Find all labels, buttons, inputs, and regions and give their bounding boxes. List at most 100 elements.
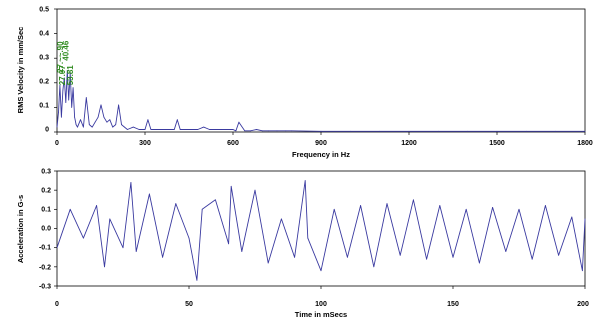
waveform-line-point xyxy=(571,216,573,218)
waveform-line-point xyxy=(96,205,97,206)
waveform-y-tick: 0.2 xyxy=(41,188,51,195)
spectrum-line-point xyxy=(467,130,469,132)
waveform-line-point xyxy=(531,258,533,260)
spectrum-line-point xyxy=(179,129,181,130)
spectrum-line-point xyxy=(109,119,111,121)
spectrum-x-axis-label: Frequency in Hz xyxy=(292,150,350,159)
waveform-line-point xyxy=(304,180,306,182)
spectrum-line-point xyxy=(106,121,108,123)
waveform-line-point xyxy=(492,207,493,208)
peak-annotation: 53.81 xyxy=(66,65,75,86)
waveform-y-tick: 0.0 xyxy=(41,226,51,233)
waveform-line-point xyxy=(558,254,559,256)
spectrum-line-point xyxy=(71,107,73,108)
waveform-line-point xyxy=(505,251,507,252)
spectrum-line-point xyxy=(138,129,140,130)
spectrum-line xyxy=(56,70,585,132)
spectrum-line-point xyxy=(191,129,193,130)
spectrum-line-point xyxy=(88,124,90,125)
spectrum-line-point xyxy=(69,72,71,74)
spectrum-chart: 0.5 0.4 0.3 0.2 0.1 0 0 300 600 900 1200… xyxy=(16,7,593,160)
spectrum-line-point xyxy=(75,124,77,125)
waveform-line-point xyxy=(104,266,105,268)
spectrum-line-point xyxy=(408,130,410,132)
waveform-line-point xyxy=(109,218,111,220)
spectrum-plot-area xyxy=(56,8,586,133)
waveform-line-point xyxy=(518,208,520,210)
waveform-line-point xyxy=(241,251,243,252)
spectrum-y-tick: 0.4 xyxy=(39,31,49,38)
spectrum-line-point xyxy=(124,126,125,128)
spectrum-line-point xyxy=(209,129,210,130)
peak-annotation: 27.~~.90 xyxy=(56,41,65,73)
waveform-y-tick: -0.1 xyxy=(39,245,51,252)
spectrum-line-point xyxy=(66,70,68,71)
spectrum-line-point xyxy=(285,130,287,132)
spectrum-line-point xyxy=(555,130,557,132)
spectrum-line-point xyxy=(320,130,322,132)
spectrum-x-tick: 1800 xyxy=(577,140,593,147)
spectrum-line-point xyxy=(112,126,114,128)
spectrum-line-point xyxy=(65,102,67,103)
waveform-line-point xyxy=(188,237,190,239)
spectrum-line-point xyxy=(132,126,134,128)
spectrum-x-ticks: 0 300 600 900 1200 1500 1800 xyxy=(55,140,593,147)
spectrum-line-point xyxy=(226,129,228,130)
peak-annotation: 40.46 xyxy=(62,40,71,61)
spectrum-line-point xyxy=(74,116,75,118)
spectrum-line-point xyxy=(77,126,78,128)
waveform-line-point xyxy=(479,262,480,264)
waveform-line-point xyxy=(201,208,203,210)
waveform-x-tick: 0 xyxy=(55,301,59,308)
waveform-line-point xyxy=(122,247,124,249)
waveform-line-point xyxy=(465,208,467,210)
spectrum-y-tick: 0.5 xyxy=(39,7,49,14)
waveform-line-point xyxy=(281,218,282,220)
spectrum-y-tick: 0.2 xyxy=(39,79,49,86)
spectrum-line-point xyxy=(261,130,263,132)
waveform-line-point xyxy=(320,270,322,272)
spectrum-line-point xyxy=(72,87,74,89)
waveform-line-point xyxy=(149,193,150,195)
waveform-y-tick: -0.3 xyxy=(39,284,51,291)
spectrum-line-point xyxy=(291,130,293,132)
waveform-x-tick: 200 xyxy=(577,301,589,308)
spectrum-line-point xyxy=(276,130,278,132)
spectrum-y-tick: 0.1 xyxy=(39,103,49,110)
spectrum-line-point xyxy=(173,129,175,130)
waveform-series xyxy=(54,170,586,289)
spectrum-line-point xyxy=(121,124,122,125)
waveform-y-tick: 0.1 xyxy=(41,207,51,214)
spectrum-line-point xyxy=(220,129,222,130)
waveform-x-tick: 50 xyxy=(185,301,193,308)
spectrum-line-point xyxy=(215,129,216,130)
spectrum-line-point xyxy=(68,99,70,101)
spectrum-x-tick: 0 xyxy=(55,140,59,147)
spectrum-y-axis-label: RMS Velocity in mm/Sec xyxy=(16,27,25,114)
spectrum-line-point xyxy=(197,129,199,130)
waveform-line-point xyxy=(399,254,401,256)
spectrum-line-point xyxy=(238,121,240,123)
waveform-line-point xyxy=(373,266,375,268)
waveform-y-tick: -0.2 xyxy=(39,265,51,272)
spectrum-line-point xyxy=(118,104,119,106)
spectrum-line-point xyxy=(91,126,93,128)
spectrum-line-point xyxy=(58,111,59,113)
spectrum-line-point xyxy=(250,130,252,132)
spectrum-line-point xyxy=(437,130,439,132)
waveform-line-point xyxy=(254,189,256,191)
waveform-x-ticks: 0 50 100 150 200 xyxy=(55,301,589,308)
spectrum-y-tick: 0.3 xyxy=(39,55,49,62)
spectrum-line-point xyxy=(235,130,237,132)
spectrum-y-ticks: 0.5 0.4 0.3 0.2 0.1 0 xyxy=(39,7,49,134)
spectrum-line-point xyxy=(176,119,178,121)
waveform-x-tick: 100 xyxy=(315,301,327,308)
waveform-x-axis-label: Time in mSecs xyxy=(295,310,347,319)
waveform-line-point xyxy=(215,199,216,201)
waveform-line-point xyxy=(307,237,309,239)
spectrum-line-point xyxy=(147,119,149,121)
spectrum-x-tick: 1500 xyxy=(489,140,505,147)
spectrum-x-tick: 1200 xyxy=(401,140,417,147)
waveform-line-point xyxy=(69,208,71,210)
